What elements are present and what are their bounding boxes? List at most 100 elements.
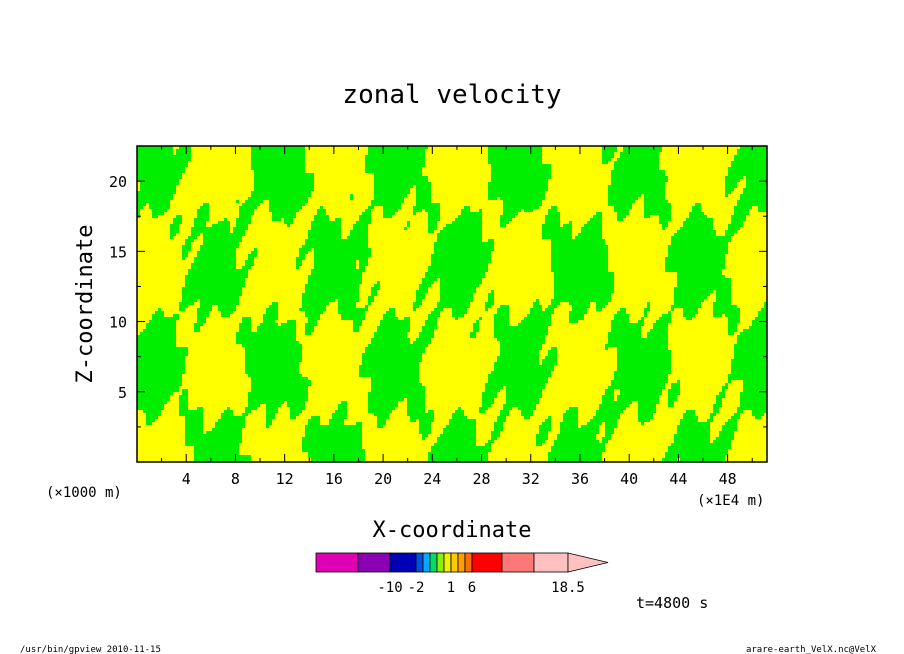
field-cell-low: [731, 416, 740, 419]
field-cell-low: [314, 263, 356, 266]
field-cell-low: [731, 164, 767, 167]
field-cell-low: [644, 212, 671, 215]
field-cell-low: [170, 236, 173, 239]
field-cell-low: [737, 152, 767, 155]
field-cell-low: [434, 248, 494, 251]
field-cell-low: [242, 320, 251, 323]
field-cell-low: [452, 311, 467, 314]
field-cell-low: [725, 179, 740, 182]
field-cell-low: [608, 332, 641, 335]
field-cell-low: [416, 299, 422, 302]
field-cell-low: [479, 317, 482, 320]
field-cell-low: [197, 251, 236, 254]
field-cell-low: [713, 305, 737, 308]
field-cell-low: [146, 413, 161, 416]
field-cell-low: [722, 425, 737, 428]
field-cell-low: [194, 218, 209, 221]
field-cell-low: [137, 356, 185, 359]
field-cell-low: [251, 158, 305, 161]
field-cell-low: [674, 233, 716, 236]
field-cell-low: [419, 332, 434, 335]
field-cell-low: [317, 212, 326, 215]
field-cell-low: [269, 200, 308, 203]
field-cell-low: [596, 308, 602, 311]
field-cell-low: [596, 212, 602, 215]
field-cell-low: [149, 320, 176, 323]
field-cell-low: [548, 353, 557, 356]
field-cell-low: [575, 236, 602, 239]
field-cell-low: [251, 146, 305, 149]
field-cell-low: [185, 443, 239, 446]
field-cell-low: [491, 167, 551, 170]
field-cell-low: [341, 401, 347, 404]
field-cell-low: [713, 440, 731, 443]
field-cell-low: [185, 431, 203, 434]
field-cell-low: [617, 158, 659, 161]
field-cell-low: [758, 314, 767, 317]
field-cell-low: [638, 320, 644, 323]
field-cell-low: [470, 335, 476, 338]
field-cell-low: [551, 299, 611, 302]
field-cell-low: [686, 218, 713, 221]
field-cell-low: [602, 395, 614, 398]
x-axis-label: X-coordinate: [373, 518, 532, 543]
field-cell-low: [494, 362, 539, 365]
field-cell-low: [602, 398, 614, 401]
field-cell-low: [764, 305, 767, 308]
field-cell-low: [731, 218, 746, 221]
field-cell-low: [596, 413, 620, 416]
field-cell-low: [542, 233, 572, 236]
field-cell-low: [407, 410, 425, 413]
field-cell-low: [644, 203, 671, 206]
field-cell-low: [311, 272, 362, 275]
field-cell-low: [299, 254, 305, 257]
field-cell-low: [740, 392, 767, 395]
field-cell-low: [422, 329, 434, 332]
field-cell-low: [311, 269, 365, 272]
field-cell-low: [386, 311, 395, 314]
field-cell-low: [491, 431, 500, 434]
field-cell-low: [734, 158, 767, 161]
field-cell-low: [284, 221, 293, 224]
field-cell-low: [620, 152, 659, 155]
field-cell-low: [305, 329, 314, 332]
field-cell-low: [518, 407, 536, 410]
colorbar-segment: [443, 552, 452, 573]
field-cell-low: [290, 413, 299, 416]
field-cell-low: [233, 230, 245, 233]
field-cell-low: [437, 305, 470, 308]
field-cell-low: [245, 371, 299, 374]
field-cell-low: [152, 215, 158, 218]
field-cell-low: [311, 416, 320, 419]
field-cell-low: [137, 167, 185, 170]
field-cell-low: [551, 269, 608, 272]
field-cell-low: [500, 215, 515, 218]
field-cell-low: [314, 257, 368, 260]
field-cell-low: [620, 155, 659, 158]
field-cell-low: [488, 299, 494, 302]
field-cell-low: [647, 305, 650, 308]
field-cell-low: [368, 392, 425, 395]
field-cell-low: [554, 278, 614, 281]
field-cell-low: [611, 173, 665, 176]
field-cell-low: [440, 299, 473, 302]
field-cell-low: [488, 191, 545, 194]
field-cell-low: [137, 152, 173, 155]
x-tick-label: 32: [522, 470, 540, 488]
field-cell-low: [137, 392, 173, 395]
field-cell-low: [440, 278, 482, 281]
field-cell-low: [182, 299, 197, 302]
field-cell-low: [734, 212, 749, 215]
field-cell-low: [617, 395, 659, 398]
field-cell-low: [710, 413, 716, 416]
field-cell-low: [479, 410, 485, 413]
field-cell-low: [305, 287, 359, 290]
field-cell-low: [506, 392, 542, 395]
field-cell-low: [245, 368, 299, 371]
field-cell-low: [446, 224, 482, 227]
field-cell-low: [308, 422, 320, 425]
field-cell-low: [494, 428, 503, 431]
field-cell-low: [242, 203, 260, 206]
field-cell-low: [440, 230, 482, 233]
field-cell-low: [173, 221, 182, 224]
